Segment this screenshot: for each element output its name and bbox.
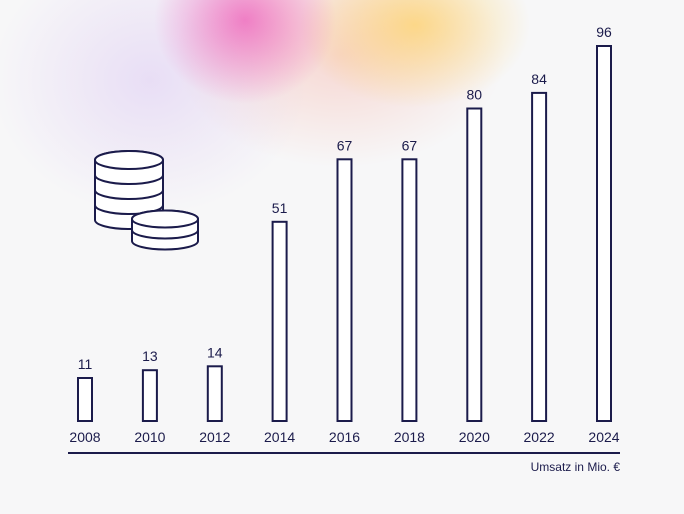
- year-label-2022: 2022: [524, 429, 555, 445]
- value-label-2008: 11: [78, 356, 93, 372]
- coin-stack-icon: [94, 150, 199, 251]
- value-label-2022: 84: [531, 71, 547, 87]
- year-label-2024: 2024: [588, 429, 619, 445]
- bar-2014: [271, 220, 288, 422]
- year-label-2016: 2016: [329, 429, 360, 445]
- bar-2020: [466, 107, 483, 422]
- value-label-2010: 13: [142, 348, 158, 364]
- value-label-2018: 67: [402, 137, 418, 153]
- year-label-2018: 2018: [394, 429, 425, 445]
- value-labels-group: 11 13 14 51 67 67 80 84 96: [78, 24, 612, 372]
- value-label-2014: 51: [272, 200, 288, 216]
- value-label-2016: 67: [337, 137, 353, 153]
- bar-2010: [141, 369, 158, 423]
- year-label-2010: 2010: [134, 429, 165, 445]
- value-label-2012: 14: [207, 344, 223, 360]
- year-labels-group: 2008 2010 2012 2014 2016 2018 2020 2022 2024: [69, 429, 619, 445]
- bar-2024: [596, 45, 612, 422]
- year-label-2020: 2020: [459, 429, 490, 445]
- value-label-2024: 96: [596, 24, 612, 40]
- bars-group: [77, 45, 612, 423]
- bar-2012: [206, 365, 223, 422]
- unit-label: Umsatz in Mio. €: [531, 460, 621, 474]
- value-label-2020: 80: [467, 87, 483, 103]
- bar-2022: [531, 91, 548, 423]
- bar-2016: [336, 158, 353, 423]
- bar-2008: [77, 377, 93, 422]
- year-label-2014: 2014: [264, 429, 295, 445]
- year-label-2012: 2012: [199, 429, 230, 445]
- bar-2018: [401, 158, 418, 423]
- year-label-2008: 2008: [69, 429, 100, 445]
